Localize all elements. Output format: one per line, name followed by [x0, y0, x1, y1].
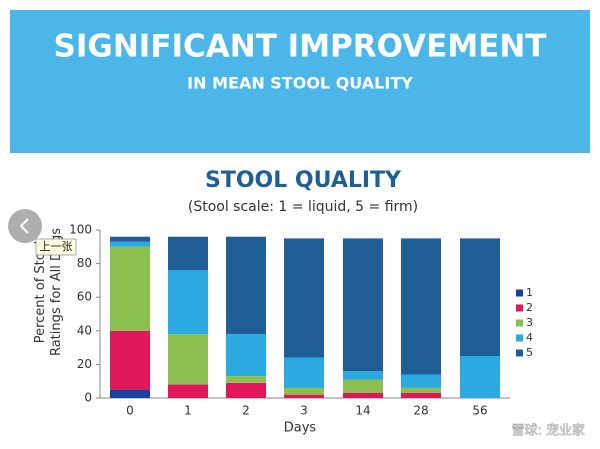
- x-tick-label: 1: [184, 404, 192, 418]
- banner-subtitle: IN MEAN STOOL QUALITY: [187, 74, 413, 93]
- legend-label: 2: [526, 301, 533, 314]
- y-tick-label: 80: [77, 256, 92, 270]
- bar-segment: [226, 382, 266, 398]
- legend-swatch: [516, 304, 523, 312]
- legend-label: 4: [526, 331, 533, 344]
- x-tick-label: 56: [472, 404, 487, 418]
- bar-segment: [226, 376, 266, 383]
- chart-title: STOOL QUALITY: [205, 168, 402, 193]
- bar-segment: [284, 394, 324, 398]
- y-tick-label: 20: [77, 357, 92, 371]
- x-tick-label: 0: [126, 404, 134, 418]
- bar-segment: [343, 379, 383, 393]
- x-tick-label: 28: [413, 404, 428, 418]
- bar-segment: [343, 371, 383, 380]
- bar-segment: [284, 357, 324, 388]
- bar-segment: [110, 236, 150, 242]
- bar-segment: [168, 270, 208, 335]
- x-tick-label: 14: [355, 404, 370, 418]
- bar-segment: [110, 241, 150, 247]
- tooltip: 上一张: [40, 240, 73, 253]
- y-tick-label: 40: [77, 323, 92, 337]
- watermark: 雪球: 宠业家: [511, 423, 585, 439]
- bar-segment: [226, 334, 266, 377]
- bar-segment: [168, 334, 208, 385]
- y-tick-label: 60: [77, 290, 92, 304]
- legend-label: 1: [526, 286, 533, 299]
- banner-title: SIGNIFICANT IMPROVEMENT: [54, 29, 547, 65]
- legend-label: 3: [526, 316, 533, 329]
- bar-segment: [401, 392, 441, 398]
- y-tick-label: 0: [84, 391, 92, 405]
- x-axis-label: Days: [284, 421, 317, 436]
- x-tick-label: 2: [242, 404, 250, 418]
- bar-segment: [343, 238, 383, 372]
- bar-segment: [343, 392, 383, 398]
- bar-segment: [168, 384, 208, 398]
- bar-segment: [401, 387, 441, 393]
- legend-swatch: [516, 334, 523, 342]
- bar-segment: [284, 238, 324, 358]
- y-tick-label: 100: [69, 223, 92, 237]
- bar-segment: [168, 236, 208, 271]
- bar-segment: [110, 246, 150, 331]
- x-tick-label: 3: [300, 404, 308, 418]
- prev-arrow: [19, 218, 29, 234]
- bar-segment: [226, 236, 266, 335]
- prev-button[interactable]: [8, 209, 42, 243]
- bar-segment: [284, 387, 324, 395]
- legend-label: 5: [526, 346, 533, 359]
- bar-segment: [460, 356, 500, 398]
- legend-swatch: [516, 319, 523, 327]
- banner: [10, 10, 590, 153]
- bar-segment: [401, 374, 441, 388]
- chart-subtitle: (Stool scale: 1 = liquid, 5 = firm): [188, 199, 418, 215]
- legend-swatch: [516, 349, 523, 357]
- tooltip-box: [35, 238, 77, 256]
- bar-segment: [110, 389, 150, 398]
- legend-swatch: [516, 289, 523, 297]
- bar-segment: [460, 238, 500, 356]
- bar-segment: [110, 330, 150, 390]
- bar-segment: [401, 238, 441, 375]
